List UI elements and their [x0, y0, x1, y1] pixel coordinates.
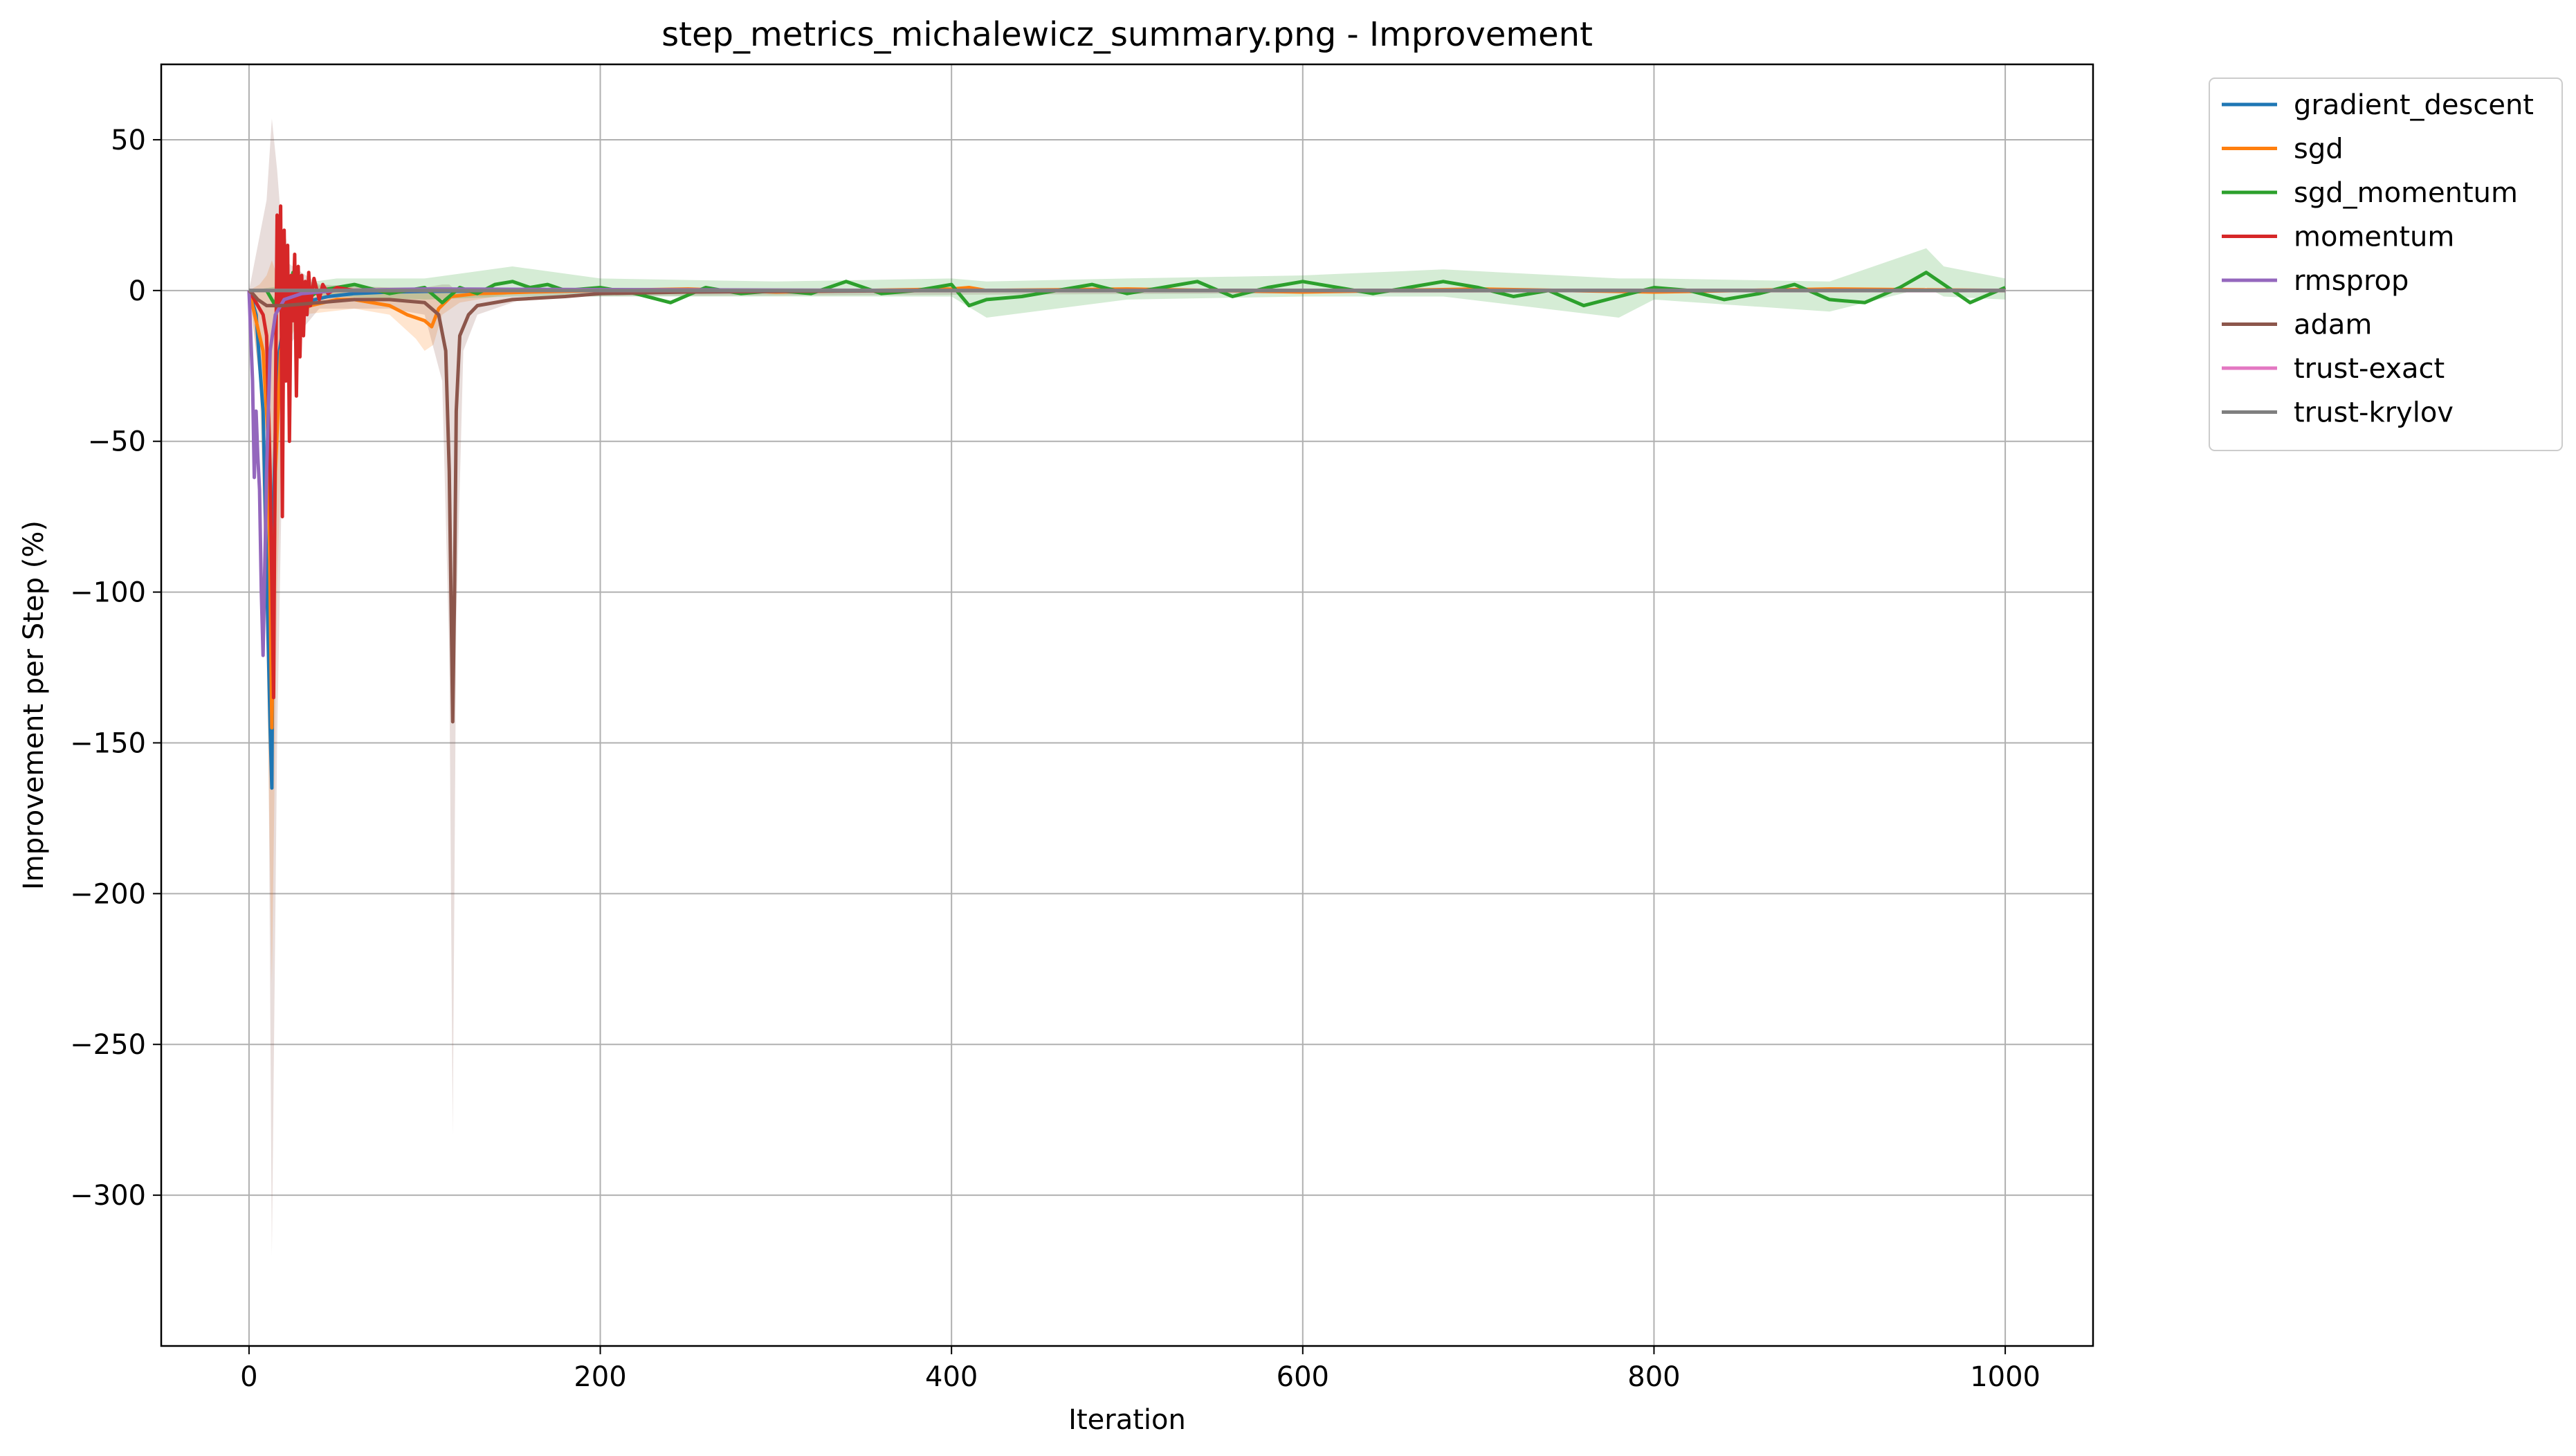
y-tick-label-5: −200 [70, 878, 146, 910]
band-sgd_momentum [248, 248, 2006, 318]
y-axis-title: Improvement per Step (%) [18, 520, 50, 890]
y-tick-label-1: 0 [129, 275, 146, 307]
x-axis-title: Iteration [1068, 1404, 1186, 1436]
legend-label-adam: adam [2294, 309, 2372, 341]
y-tick-label-7: −300 [70, 1180, 146, 1212]
legend-label-rmsprop: rmsprop [2294, 265, 2409, 297]
chart-title: step_metrics_michalewicz_summary.png - I… [661, 15, 1593, 54]
legend-label-trust-exact: trust-exact [2294, 353, 2445, 385]
y-tick-label-4: −150 [70, 727, 146, 759]
x-tick-label-0: 0 [240, 1361, 257, 1393]
grid-layer [161, 64, 2093, 1346]
x-tick-label-1: 200 [574, 1361, 626, 1393]
legend-label-trust-krylov: trust-krylov [2294, 397, 2454, 429]
band-sgd [248, 260, 2006, 985]
band-layer [248, 118, 2006, 1256]
x-tick-label-3: 600 [1277, 1361, 1329, 1393]
plot-frame [160, 63, 2094, 1347]
legend-label-gradient_descent: gradient_descent [2294, 89, 2534, 121]
y-tick-label-6: −250 [70, 1029, 146, 1061]
legend-box [2209, 78, 2563, 451]
x-tick-label-2: 400 [925, 1361, 978, 1393]
series-layer [247, 204, 2007, 790]
legend-label-sgd: sgd [2294, 134, 2344, 165]
series-line-momentum [247, 204, 2006, 700]
legend-label-momentum: momentum [2294, 221, 2454, 253]
y-tick-label-3: −100 [70, 577, 146, 609]
x-tick-label-5: 1000 [1970, 1361, 2040, 1393]
tick-layer: 0 200 400 600 800 1000 50 0 −50 −100 −150 −200 −250 −… [70, 125, 2040, 1393]
x-tick-label-4: 800 [1627, 1361, 1680, 1393]
y-tick-label-2: −50 [88, 426, 146, 458]
legend-label-sgd_momentum: sgd_momentum [2294, 177, 2518, 209]
y-tick-label-0: 50 [111, 125, 146, 156]
